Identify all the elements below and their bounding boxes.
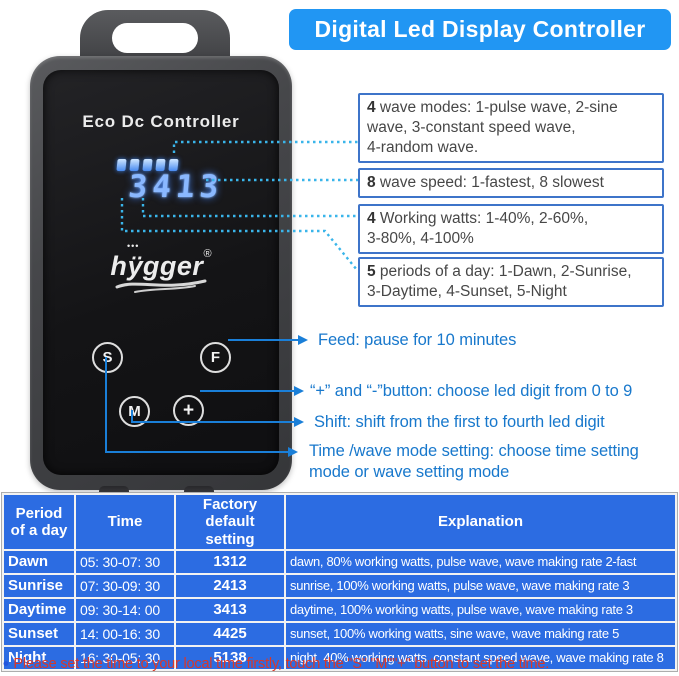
cell-factory: 4425	[174, 620, 286, 647]
controller-device: Eco Dc Controller 3413 ••• hÿgger® S F M…	[30, 56, 292, 514]
device-handle-hole	[112, 23, 198, 53]
logo-wave-swoosh-icon	[115, 279, 207, 293]
callout-wave-speed: 8 wave speed: 1-fastest, 8 slowest	[358, 168, 664, 199]
cell-factory: 5138	[174, 644, 286, 671]
cell-explanation: night, 40% working watts, constant speed…	[284, 644, 677, 671]
callout-wave-modes: 4 wave modes: 1-pulse wave, 2-sine wave,…	[358, 93, 664, 164]
mode-button[interactable]: M	[119, 396, 150, 427]
device-front-panel: Eco Dc Controller 3413 ••• hÿgger® S F M…	[43, 70, 279, 475]
cell-explanation: daytime, 100% working watts, pulse wave,…	[284, 596, 677, 623]
cell-explanation: dawn, 80% working watts, pulse wave, wav…	[284, 548, 677, 575]
footer-note-text: Please set the time to your local time f…	[13, 656, 550, 672]
cell-explanation: sunset, 100% working watts, sine wave, w…	[284, 620, 677, 647]
header-time: Time	[74, 493, 176, 551]
cell-period: Night	[2, 644, 76, 671]
table-row: Sunset 14: 00-16: 30 4425 sunset, 100% w…	[2, 620, 677, 647]
led-display-value: 3413	[127, 169, 225, 205]
annotation-feed: Feed: pause for 10 minutes	[318, 331, 517, 349]
hygger-logo: ••• hÿgger®	[43, 241, 279, 294]
registered-trademark-icon: ®	[203, 248, 212, 260]
cell-period: Daytime	[2, 596, 76, 623]
annotation-shift: Shift: shift from the first to fourth le…	[314, 413, 605, 431]
cell-period: Sunrise	[2, 572, 76, 599]
plus-button[interactable]: +	[173, 395, 204, 426]
cell-time: 05: 30-07: 30	[74, 548, 176, 575]
cell-factory: 2413	[174, 572, 286, 599]
shift-setting-button[interactable]: S	[92, 342, 123, 373]
logo-dots-icon: •••	[127, 241, 140, 251]
cell-explanation: sunrise, 100% working watts, pulse wave,…	[284, 572, 677, 599]
callout-working-watts: 4 Working watts: 1-40%, 2-60%, 3-80%, 4-…	[358, 204, 664, 255]
footer-note: • Please set the time to your local time…	[3, 654, 677, 674]
cell-time: 14: 00-16: 30	[74, 620, 176, 647]
cell-factory: 1312	[174, 548, 286, 575]
feed-button[interactable]: F	[200, 342, 231, 373]
page-title: Digital Led Display Controller	[289, 9, 671, 50]
annotation-plus-minus: “+” and “-”button: choose led digit from…	[310, 382, 633, 400]
table-row: Night 16: 30-05: 30 5138 night, 40% work…	[2, 644, 677, 671]
annotation-time-wave-mode: Time /wave mode setting: choose time set…	[309, 442, 639, 482]
header-period: Period of a day	[2, 493, 76, 551]
cell-period: Dawn	[2, 548, 76, 575]
header-factory-setting: Factory default setting	[174, 493, 286, 551]
table-header-row: Period of a day Time Factory default set…	[2, 493, 677, 551]
table-row: Daytime 09: 30-14: 00 3413 daytime, 100%…	[2, 596, 677, 623]
callout-day-periods: 5 periods of a day: 1-Dawn, 2-Sunrise, 3…	[358, 257, 664, 308]
table-row: Sunrise 07: 30-09: 30 2413 sunrise, 100%…	[2, 572, 677, 599]
bullet-icon: •	[3, 654, 9, 673]
cell-time: 07: 30-09: 30	[74, 572, 176, 599]
schedule-table: Period of a day Time Factory default set…	[1, 492, 678, 672]
cell-time: 16: 30-05: 30	[74, 644, 176, 671]
cell-factory: 3413	[174, 596, 286, 623]
device-model-label: Eco Dc Controller	[82, 112, 240, 131]
cell-period: Sunset	[2, 620, 76, 647]
header-explanation: Explanation	[284, 493, 677, 551]
table-row: Dawn 05: 30-07: 30 1312 dawn, 80% workin…	[2, 548, 677, 575]
cell-time: 09: 30-14: 00	[74, 596, 176, 623]
